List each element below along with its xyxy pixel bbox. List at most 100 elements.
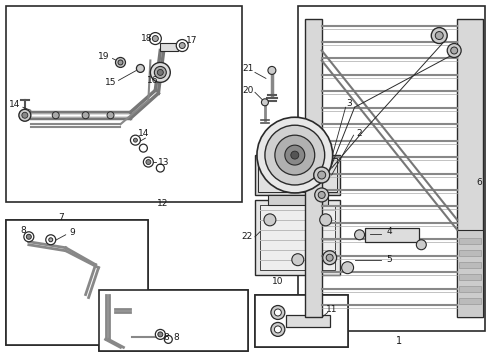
Circle shape bbox=[264, 125, 324, 185]
Text: 14: 14 bbox=[138, 129, 149, 138]
Text: 1: 1 bbox=[396, 336, 402, 346]
Bar bbox=[99, 289, 247, 351]
Bar bbox=[254, 200, 339, 275]
Text: 13: 13 bbox=[157, 158, 169, 167]
Bar bbox=[297, 6, 484, 332]
Bar bbox=[160, 42, 178, 50]
Circle shape bbox=[118, 60, 122, 65]
Circle shape bbox=[26, 234, 31, 239]
Text: 12: 12 bbox=[156, 199, 168, 208]
Bar bbox=[258, 158, 336, 192]
Text: 4: 4 bbox=[386, 227, 391, 236]
Circle shape bbox=[19, 109, 31, 121]
Circle shape bbox=[270, 323, 285, 336]
Bar bbox=[6, 220, 148, 345]
Bar bbox=[285, 315, 329, 328]
Text: 16: 16 bbox=[146, 76, 158, 85]
Bar bbox=[456, 230, 482, 318]
Circle shape bbox=[145, 159, 151, 165]
Bar bbox=[456, 19, 482, 318]
Bar bbox=[267, 195, 327, 205]
Text: 17: 17 bbox=[186, 36, 198, 45]
Circle shape bbox=[274, 309, 281, 316]
Bar bbox=[304, 19, 321, 318]
Circle shape bbox=[267, 67, 275, 75]
Circle shape bbox=[155, 329, 165, 339]
Circle shape bbox=[150, 62, 170, 82]
Circle shape bbox=[24, 232, 34, 242]
Circle shape bbox=[164, 336, 172, 343]
Circle shape bbox=[152, 36, 158, 41]
Circle shape bbox=[341, 262, 353, 274]
Bar bbox=[6, 6, 242, 202]
Circle shape bbox=[82, 112, 89, 119]
Circle shape bbox=[52, 112, 59, 119]
Circle shape bbox=[450, 47, 457, 54]
Circle shape bbox=[317, 171, 325, 179]
Circle shape bbox=[154, 67, 166, 78]
Circle shape bbox=[430, 28, 447, 44]
Text: 8: 8 bbox=[20, 226, 26, 235]
Circle shape bbox=[274, 135, 314, 175]
Bar bbox=[254, 294, 347, 347]
Circle shape bbox=[264, 214, 275, 226]
Text: 3: 3 bbox=[346, 99, 352, 108]
Circle shape bbox=[156, 164, 164, 172]
Bar bbox=[99, 289, 247, 351]
Text: 15: 15 bbox=[104, 78, 116, 87]
Circle shape bbox=[314, 188, 328, 202]
Text: 21: 21 bbox=[242, 64, 253, 73]
Circle shape bbox=[256, 117, 332, 193]
Circle shape bbox=[291, 254, 303, 266]
Circle shape bbox=[158, 332, 163, 337]
Circle shape bbox=[176, 40, 188, 51]
Circle shape bbox=[143, 157, 153, 167]
Circle shape bbox=[318, 192, 325, 198]
Circle shape bbox=[313, 167, 329, 183]
Text: 20: 20 bbox=[242, 86, 253, 95]
Circle shape bbox=[354, 230, 364, 240]
Text: 10: 10 bbox=[271, 277, 283, 286]
Circle shape bbox=[46, 235, 56, 245]
Circle shape bbox=[447, 44, 460, 58]
Circle shape bbox=[322, 251, 336, 265]
Text: 2: 2 bbox=[356, 129, 362, 138]
Bar bbox=[260, 205, 334, 270]
Circle shape bbox=[157, 69, 163, 75]
Circle shape bbox=[136, 64, 144, 72]
Circle shape bbox=[115, 58, 125, 67]
Circle shape bbox=[261, 99, 268, 106]
Bar bbox=[458, 298, 480, 303]
Bar bbox=[254, 155, 339, 195]
Bar bbox=[458, 274, 480, 280]
Bar bbox=[458, 238, 480, 244]
Text: 8: 8 bbox=[163, 333, 169, 342]
Bar bbox=[458, 285, 480, 292]
Text: 22: 22 bbox=[241, 232, 252, 241]
Text: 18: 18 bbox=[141, 34, 152, 43]
Text: 9: 9 bbox=[70, 228, 75, 237]
Bar bbox=[364, 228, 419, 242]
Text: 7: 7 bbox=[58, 213, 63, 222]
Circle shape bbox=[415, 240, 426, 250]
Circle shape bbox=[285, 145, 304, 165]
Text: 6: 6 bbox=[475, 179, 481, 188]
Circle shape bbox=[22, 112, 28, 118]
Bar bbox=[6, 220, 148, 345]
Circle shape bbox=[290, 151, 298, 159]
Circle shape bbox=[107, 112, 114, 119]
Bar bbox=[254, 294, 347, 347]
Circle shape bbox=[270, 306, 285, 319]
Circle shape bbox=[133, 138, 137, 142]
Circle shape bbox=[130, 135, 140, 145]
Circle shape bbox=[149, 32, 161, 45]
Text: 14: 14 bbox=[9, 100, 20, 109]
Circle shape bbox=[434, 32, 442, 40]
Circle shape bbox=[49, 238, 53, 242]
Bar bbox=[458, 262, 480, 268]
Circle shape bbox=[139, 144, 147, 152]
Circle shape bbox=[179, 42, 185, 49]
Text: 5: 5 bbox=[386, 255, 391, 264]
Text: 11: 11 bbox=[325, 305, 337, 314]
Circle shape bbox=[319, 214, 331, 226]
